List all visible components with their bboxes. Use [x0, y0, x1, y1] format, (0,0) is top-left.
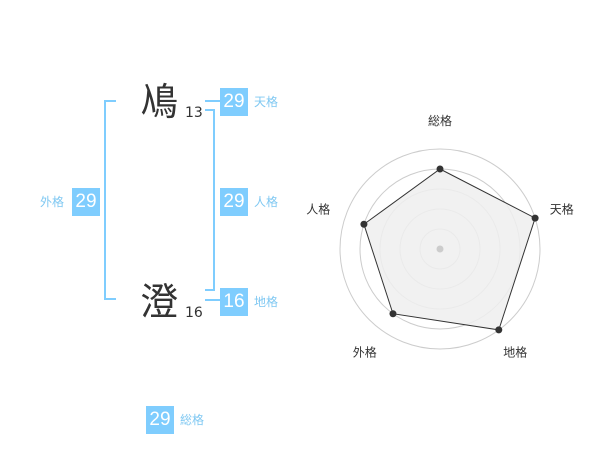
radar-axis-label: 総格	[428, 113, 452, 128]
tenkaku-label: 天格	[254, 95, 279, 109]
jinkaku-bracket	[213, 109, 215, 291]
stroke-count-2: 16	[185, 305, 203, 321]
radar-point-1	[531, 214, 539, 222]
chikaku-connector	[205, 299, 220, 301]
tenkaku-value: 29	[220, 88, 248, 116]
bracket-tick	[104, 298, 116, 300]
radar-axis-label: 外格	[353, 345, 377, 360]
bracket-tick	[205, 109, 215, 111]
radar-point-3	[389, 310, 397, 318]
name-char-2: 澄	[140, 280, 179, 324]
tenkaku-connector	[205, 100, 220, 102]
gaikaku-bracket	[104, 100, 106, 300]
radar-point-2	[495, 326, 503, 334]
bracket-tick	[205, 289, 215, 291]
bracket-tick	[104, 100, 116, 102]
jinkaku-label: 人格	[254, 195, 279, 209]
chikaku-label: 地格	[254, 295, 279, 309]
radar-center	[436, 245, 444, 253]
radar-ring	[339, 148, 541, 350]
name-char-1: 鳰	[140, 80, 179, 124]
soukaku-value: 29	[146, 406, 174, 434]
soukaku-label: 総格	[180, 413, 205, 427]
radar-point-4	[360, 220, 368, 228]
chikaku-value: 16	[220, 288, 248, 316]
radar-axis-label: 人格	[306, 201, 330, 216]
radar-point-0	[436, 165, 444, 173]
gaikaku-value: 29	[72, 188, 100, 216]
gaikaku-label: 外格	[40, 195, 65, 209]
radar-axis-label: 天格	[550, 201, 574, 216]
stroke-count-1: 13	[185, 105, 203, 121]
jinkaku-value: 29	[220, 188, 248, 216]
radar-area	[363, 168, 536, 331]
radar-axis-label: 地格	[503, 345, 527, 360]
